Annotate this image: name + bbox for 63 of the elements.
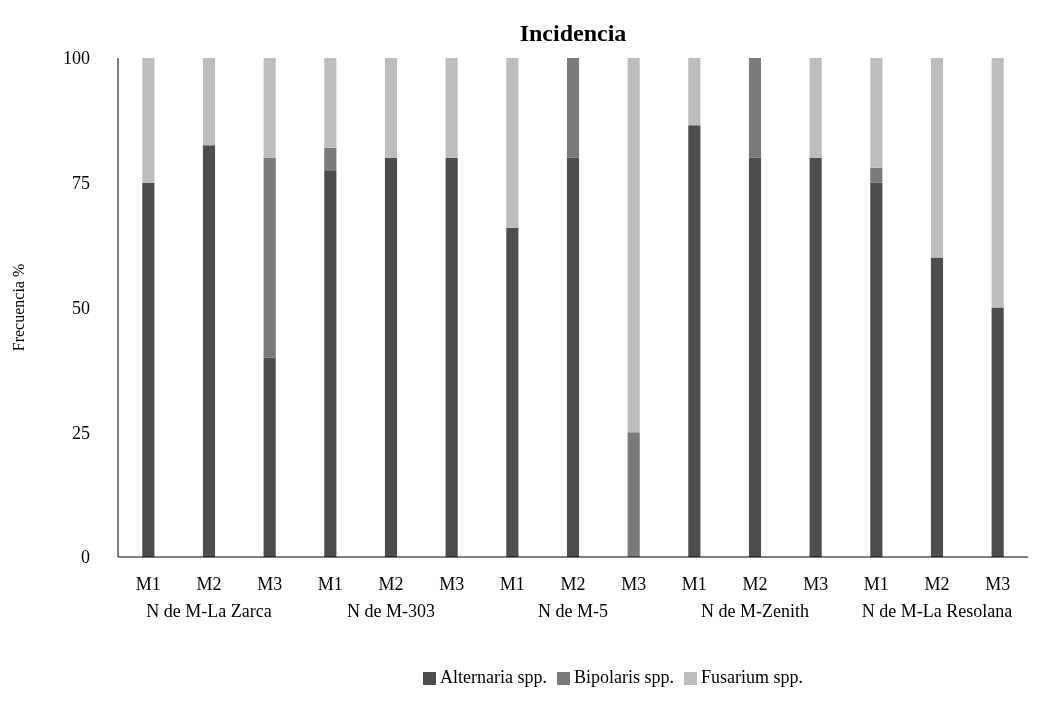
bar [384,58,398,158]
bar [809,58,822,158]
x-tick-label: M2 [378,573,404,594]
y-tick-label: 100 [63,48,90,69]
bar [202,58,216,146]
bar [445,58,458,158]
y-tick-label: 0 [81,547,90,568]
x-tick-label: M1 [863,573,889,594]
text: N de M-Zenith [700,600,810,622]
bar [142,58,155,183]
bar [809,157,822,557]
chart-title: Incidencia [518,20,628,47]
legend-label: Alternaria spp. [440,667,547,687]
bar [506,227,519,557]
bar [142,182,155,557]
bar [263,357,276,557]
text: N de M-5 [537,600,609,622]
bar [870,167,883,183]
bar [748,58,762,158]
bar [748,157,762,557]
x-tick-label: M3 [803,573,829,594]
bar [263,157,276,358]
bar [930,257,944,557]
x-tick-label: M2 [196,573,222,594]
text: N de M-La Zarca [145,600,273,622]
bar [870,58,883,168]
bar [384,157,398,557]
bar [566,157,580,557]
x-tick-label: M2 [924,573,950,594]
y-tick-label: 25 [72,422,90,443]
x-tick-label: M3 [439,573,465,594]
legend-label: Fusarium spp. [700,667,803,687]
legend-label: Bipolaris spp. [573,667,674,687]
bar [324,170,337,557]
x-tick-label: M3 [985,573,1011,594]
x-tick-label: M1 [681,573,707,594]
bar [991,58,1004,308]
bar [506,58,519,228]
y-axis-title: Frecuencia % [9,263,27,352]
bar [688,58,701,126]
text: N de M-La Resolana [860,600,1014,622]
bar [627,432,640,557]
bar [930,58,944,258]
bar [324,147,337,171]
x-tick-label: M1 [499,573,525,594]
x-tick-label: M1 [135,573,161,594]
bar [566,58,580,158]
bar [202,145,216,557]
bar [324,58,337,148]
x-tick-label: M3 [257,573,283,594]
text: N de M-303 [346,600,436,622]
bar [991,307,1004,557]
x-tick-label: M3 [621,573,647,594]
x-tick-label: M2 [560,573,586,594]
x-tick-label: M1 [317,573,343,594]
x-tick-label: M2 [742,573,768,594]
y-tick-label: 75 [72,173,90,194]
bar [627,58,640,433]
bar [263,58,276,158]
bar [688,125,701,557]
bar [445,157,458,557]
bar [870,182,883,557]
y-tick-label: 50 [72,297,90,318]
